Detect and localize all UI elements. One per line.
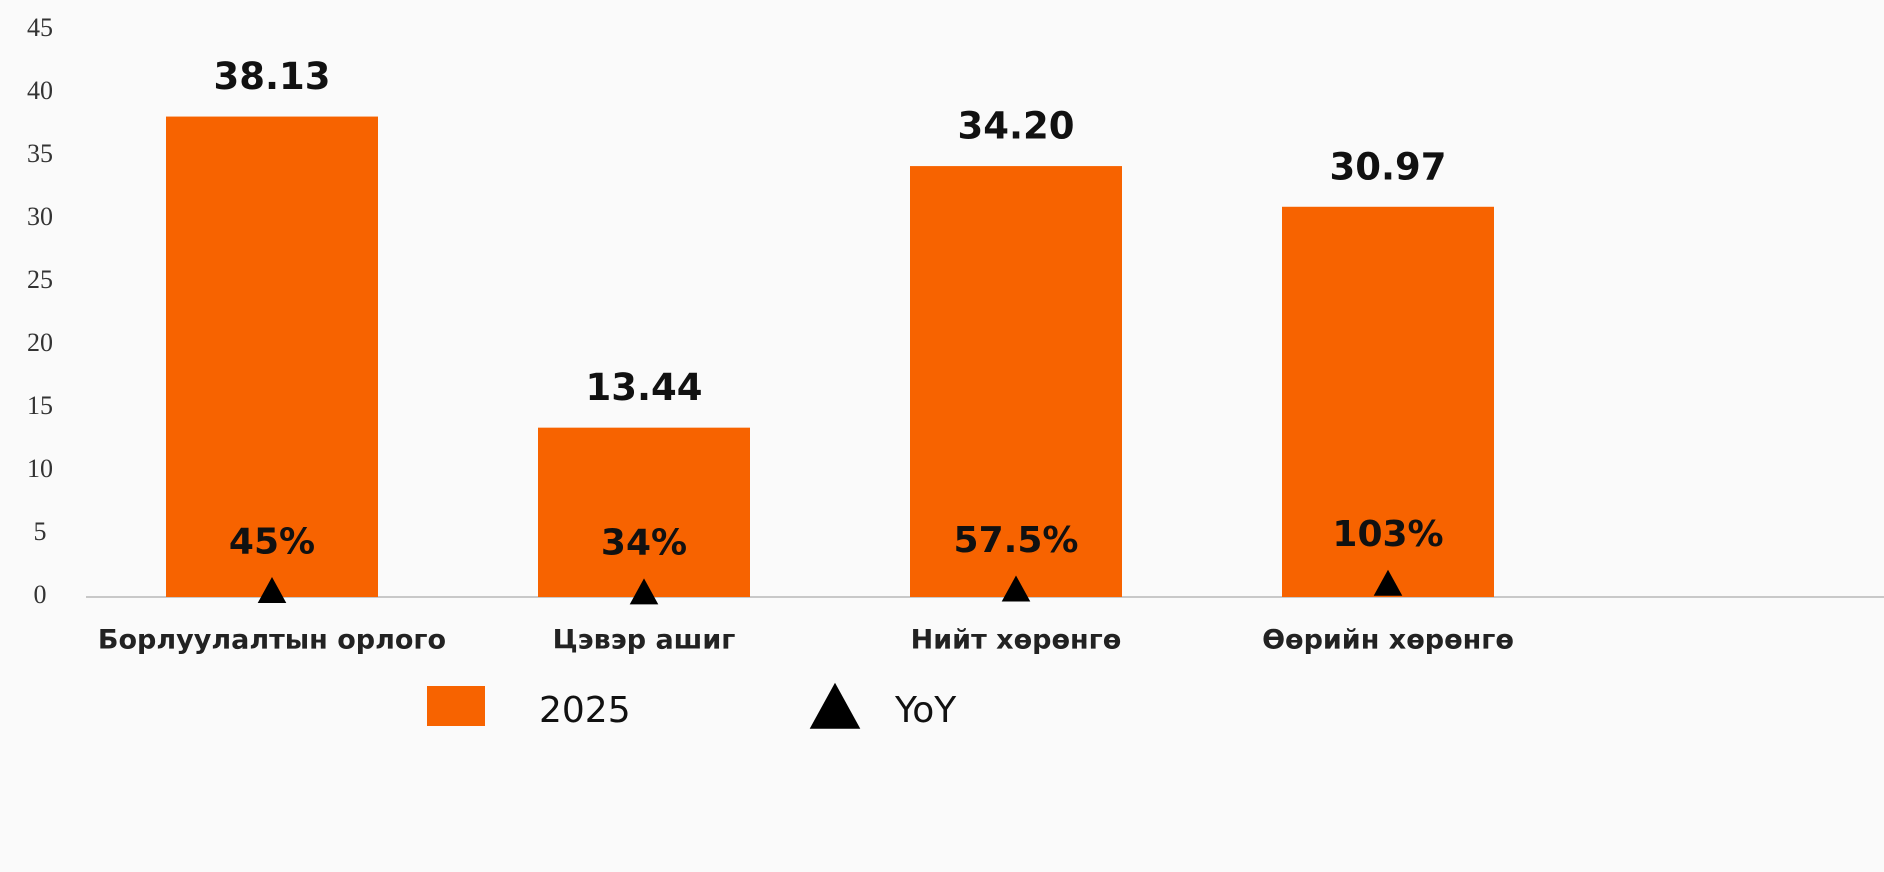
- bar: [1282, 206, 1494, 597]
- bar-value-label: 30.97: [1329, 145, 1446, 188]
- legend-label: 2025: [539, 690, 631, 731]
- legend-swatch: [809, 682, 861, 729]
- y-tick-label: 20: [27, 328, 53, 357]
- y-tick-label: 10: [27, 454, 53, 483]
- y-tick-label: 0: [34, 580, 47, 609]
- yoy-marker: [1373, 569, 1403, 596]
- yoy-label: 45%: [229, 521, 315, 562]
- legend-swatch: [427, 686, 485, 726]
- y-tick-label: 45: [27, 13, 53, 42]
- yoy-label: 103%: [1332, 514, 1443, 555]
- x-tick-label: Цэвэр ашиг: [553, 625, 736, 656]
- y-tick-label: 40: [27, 76, 53, 105]
- y-tick-label: 35: [27, 139, 53, 168]
- x-tick-label: Нийт хөрөнгө: [911, 625, 1122, 656]
- yoy-label: 57.5%: [954, 520, 1079, 561]
- bar-value-label: 34.20: [957, 105, 1074, 148]
- bar-value-label: 38.13: [213, 55, 330, 98]
- bar-value-label: 13.44: [585, 366, 702, 409]
- x-tick-label: Өөрийн хөрөнгө: [1262, 625, 1514, 656]
- y-tick-label: 15: [27, 391, 53, 420]
- yoy-marker: [629, 578, 659, 605]
- y-tick-label: 30: [27, 202, 53, 231]
- yoy-marker: [257, 577, 287, 604]
- bar: [166, 116, 378, 597]
- yoy-marker: [1001, 575, 1031, 602]
- yoy-label: 34%: [601, 523, 687, 564]
- y-tick-label: 25: [27, 265, 53, 294]
- bar: [910, 166, 1122, 597]
- x-tick-label: Борлуулалтын орлого: [98, 625, 446, 656]
- legend-label: YoY: [894, 690, 957, 731]
- y-tick-label: 5: [34, 517, 47, 546]
- bar: [538, 427, 750, 597]
